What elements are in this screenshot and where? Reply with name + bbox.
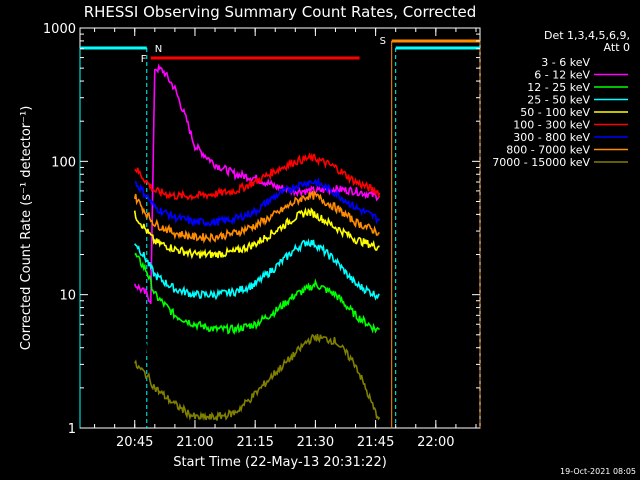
series-line-6 [134,177,381,228]
x-axis: 20:45 21:00 21:15 21:30 21:45 22:00 [94,28,477,450]
legend-label-2: 12 - 25 keV [527,81,590,94]
x-tick-label: 21:45 [357,435,394,450]
series-line-8 [134,333,381,422]
x-tick-label: 21:15 [236,435,273,450]
legend-header-line2: Att 0 [604,41,630,54]
legend-label-3: 25 - 50 keV [527,94,590,107]
x-axis-label: Start Time (22-May-13 20:31:22) [173,455,387,470]
x-tick-label: 20:45 [116,435,153,450]
series-line-2 [134,252,380,336]
y-axis-label: Corrected Count Rate (s⁻¹ detector⁻¹) [19,106,34,351]
y-tick-label: 1000 [43,22,76,37]
y-tick-label: 1 [68,422,76,437]
chart-title: RHESSI Observing Summary Count Rates, Co… [84,3,477,21]
y-axis: 1 10 100 1000 [43,22,480,437]
flare-flag-label: F [141,54,147,65]
x-tick-label: 21:00 [176,435,213,450]
series-line-0 [134,79,381,365]
x-tick-label: 21:30 [297,435,334,450]
series-line-7 [133,190,380,244]
y-tick-label: 100 [51,155,76,170]
legend-label-5: 100 - 300 keV [513,119,590,132]
legend-label-8: 7000 - 15000 keV [492,156,590,169]
legend-header-line1: Det 1,3,4,5,6,9, [544,29,630,42]
x-tick-label: 22:00 [417,435,454,450]
legend-label-7: 800 - 7000 keV [506,144,590,157]
render-timestamp: 19-Oct-2021 08:05 [560,467,636,476]
legend-label-4: 50 - 100 keV [520,106,590,119]
series-line-4 [133,206,380,260]
legend-label-0: 3 - 6 keV [541,56,590,69]
legend-label-6: 300 - 800 keV [513,131,590,144]
series-layer [133,62,381,422]
legend-label-1: 6 - 12 keV [534,69,590,82]
series-line-5 [134,152,381,202]
night-flag-label: N [155,44,162,55]
saa-flag-label: S [380,36,386,47]
series-line-3 [134,238,380,301]
y-tick-label: 10 [59,289,76,304]
